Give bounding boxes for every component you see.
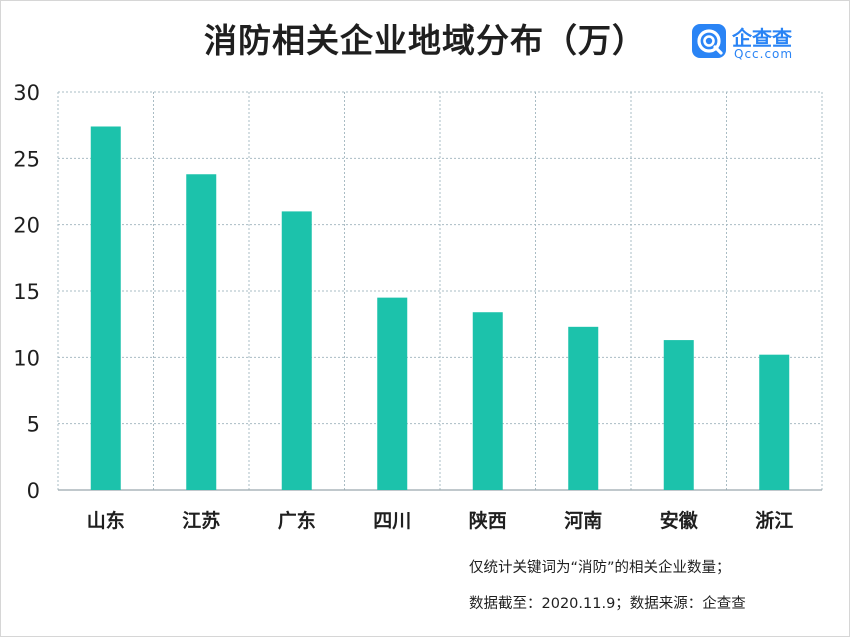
bar <box>377 297 408 490</box>
x-tick-label: 安徽 <box>660 509 699 532</box>
qcc-logo-icon <box>692 24 726 58</box>
logo-name: 企查查 <box>732 26 792 50</box>
source-value: 企查查 <box>702 596 746 612</box>
bar <box>186 174 217 490</box>
date-label: 数据截至： <box>469 596 542 612</box>
x-tick-label: 陕西 <box>469 509 507 532</box>
logo-url: Qcc.com <box>734 47 794 61</box>
bar <box>281 211 312 490</box>
y-tick-label: 10 <box>13 346 40 370</box>
x-tick-label: 河南 <box>564 510 602 532</box>
note-date-source: 数据截至：2020.11.9；数据来源：企查查 <box>469 592 746 613</box>
bar <box>568 326 599 490</box>
y-tick-label: 15 <box>13 280 40 304</box>
chart-title: 消防相关企业地域分布（万） <box>204 21 646 60</box>
y-tick-label: 25 <box>13 147 40 171</box>
note-separator: ； <box>615 596 630 612</box>
y-tick-label: 30 <box>13 81 40 105</box>
x-tick-label: 江苏 <box>182 509 220 532</box>
y-tick-label: 5 <box>27 413 40 437</box>
bar <box>663 340 694 490</box>
x-tick-label: 山东 <box>87 509 125 532</box>
source-label: 数据来源： <box>629 596 703 612</box>
y-tick-label: 0 <box>27 479 40 503</box>
bar <box>759 354 790 490</box>
x-tick-label: 浙江 <box>755 509 793 532</box>
note-scope: 仅统计关键词为“消防”的相关企业数量； <box>469 560 731 576</box>
bar <box>472 312 503 490</box>
y-tick-label: 20 <box>13 214 40 238</box>
x-tick-label: 广东 <box>278 509 316 532</box>
bar <box>90 126 121 490</box>
date-value: 2020.11.9 <box>541 596 616 612</box>
x-tick-label: 四川 <box>373 510 411 532</box>
qcc-logo: 企查查 Qcc.com <box>692 22 842 68</box>
